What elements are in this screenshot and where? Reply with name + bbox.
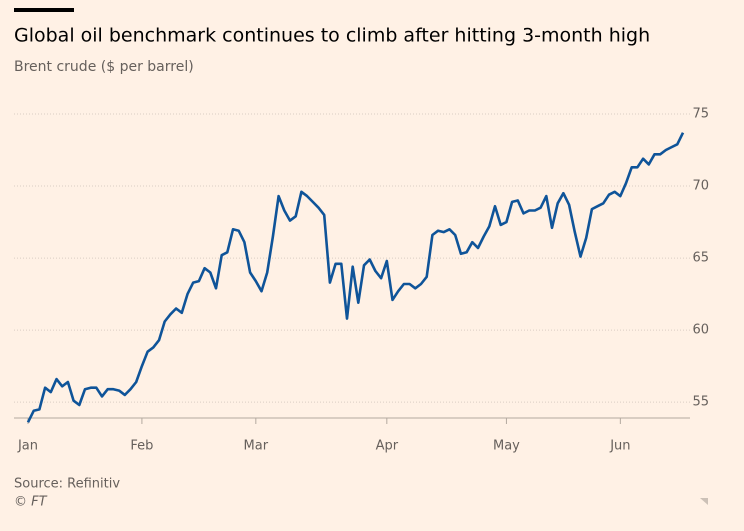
x-tick-label: Jan (17, 439, 38, 454)
chart-subtitle: Brent crude ($ per barrel) (14, 59, 194, 75)
accent-bar (14, 8, 74, 12)
line (26, 132, 685, 423)
y-tick-label: 70 (692, 179, 709, 194)
y-tick-label: 75 (692, 107, 709, 122)
x-tick-label: Feb (130, 439, 153, 454)
source: Source: Refinitiv (14, 477, 120, 492)
y-tick-label: 65 (692, 251, 709, 266)
resize-handle (700, 498, 708, 505)
x-tick-label: Mar (244, 439, 269, 454)
x-tick-label: Jun (609, 439, 630, 454)
y-tick-label: 60 (692, 323, 709, 338)
y-tick-label: 55 (692, 395, 709, 410)
credit: © FT (14, 495, 48, 510)
x-tick-label: Apr (376, 439, 399, 454)
x-tick-label: May (493, 439, 520, 454)
chart-title: Global oil benchmark continues to climb … (14, 25, 650, 47)
